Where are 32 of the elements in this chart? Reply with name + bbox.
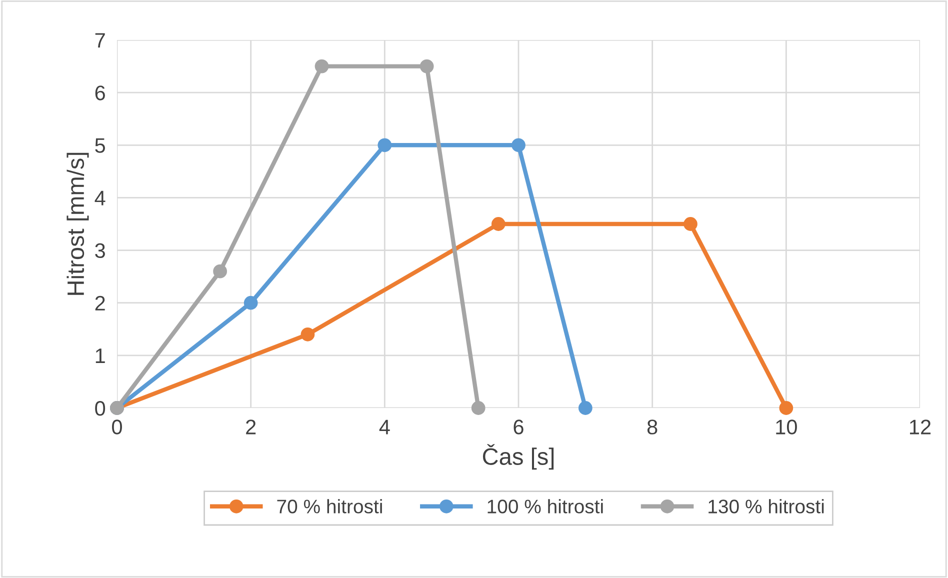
- y-tick-label: 5: [95, 138, 106, 153]
- point: [779, 401, 794, 415]
- point: [471, 401, 486, 415]
- point: [512, 138, 526, 152]
- x-tick-label: 12: [910, 420, 931, 434]
- y-tick-label: 7: [95, 33, 105, 48]
- legend-label: 130 % hitrosti: [708, 499, 824, 514]
- legend-label: 100 % hitrosti: [488, 499, 603, 514]
- y-tick-label: 2: [95, 296, 105, 310]
- point: [684, 217, 698, 231]
- point: [420, 59, 434, 74]
- y-tick-label: 3: [95, 243, 105, 258]
- y-axis-title: Hitrost [mm/s]: [66, 152, 89, 295]
- x-tick-label: 0: [112, 420, 122, 434]
- y-tick-label: 6: [95, 86, 105, 100]
- point: [244, 296, 258, 310]
- y-tick-label: 4: [94, 190, 106, 206]
- point: [213, 264, 227, 278]
- x-tick-label: 4: [379, 420, 390, 434]
- x-tick-label: 8: [647, 420, 658, 434]
- y-tick-label: 1: [96, 348, 105, 363]
- y-tick-label: 0: [95, 401, 106, 416]
- point: [314, 59, 329, 74]
- x-axis-title: Čas [s]: [482, 444, 554, 470]
- point: [578, 401, 592, 415]
- legend-label: 70 % hitrosti: [277, 499, 382, 514]
- x-tick-label: 2: [246, 420, 256, 434]
- point: [491, 217, 506, 231]
- point: [300, 327, 315, 342]
- x-tick-label: 10: [776, 420, 797, 434]
- point: [378, 138, 392, 152]
- x-tick-label: 6: [514, 420, 524, 434]
